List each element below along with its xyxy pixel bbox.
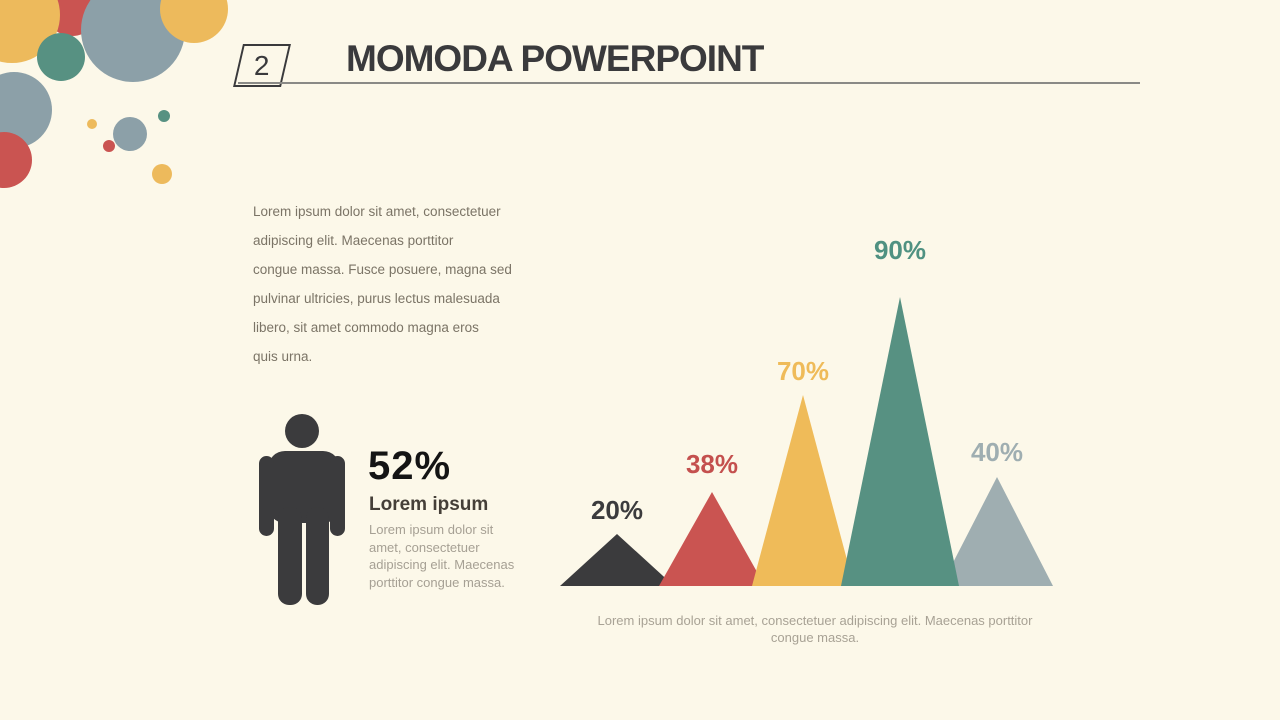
stat-description: Lorem ipsum dolor sit amet, consectetuer a… [369,522,515,590]
bubble-green-dot [158,110,170,122]
bubble-teal [37,33,85,81]
bubble-red-dot [103,140,115,152]
intro-paragraph: Lorem ipsum dolor sit amet, consectetuer… [253,204,512,364]
chart-label-70%: 70% [777,356,829,386]
chart-triangle-40% [941,477,1053,586]
person-icon [259,414,345,605]
bubble-gray-medium [113,117,147,151]
slide-title: MOMODA POWERPOINT [346,38,764,79]
section-number: 2 [254,49,270,81]
bubble-yellow-dot [87,119,97,129]
chart-triangle-38% [659,492,765,586]
stat-value: 52% [368,444,452,488]
chart-label-40%: 40% [971,437,1023,467]
chart-triangle-20% [560,534,674,586]
header-divider [238,82,1140,84]
chart-caption: Lorem ipsum dolor sit amet, consectetuer… [597,613,1033,645]
bubble-yellow-small [152,164,172,184]
stat-heading: Lorem ipsum [369,494,489,515]
section-number-badge: 2 [233,44,291,87]
peaks-chart: 20% 38% 70% 90% 40% [560,235,1053,586]
chart-label-90%: 90% [874,235,926,265]
chart-label-38%: 38% [686,449,738,479]
chart-label-20%: 20% [591,495,643,525]
chart-triangle-90% [841,297,959,586]
chart-triangle-70% [752,395,854,586]
